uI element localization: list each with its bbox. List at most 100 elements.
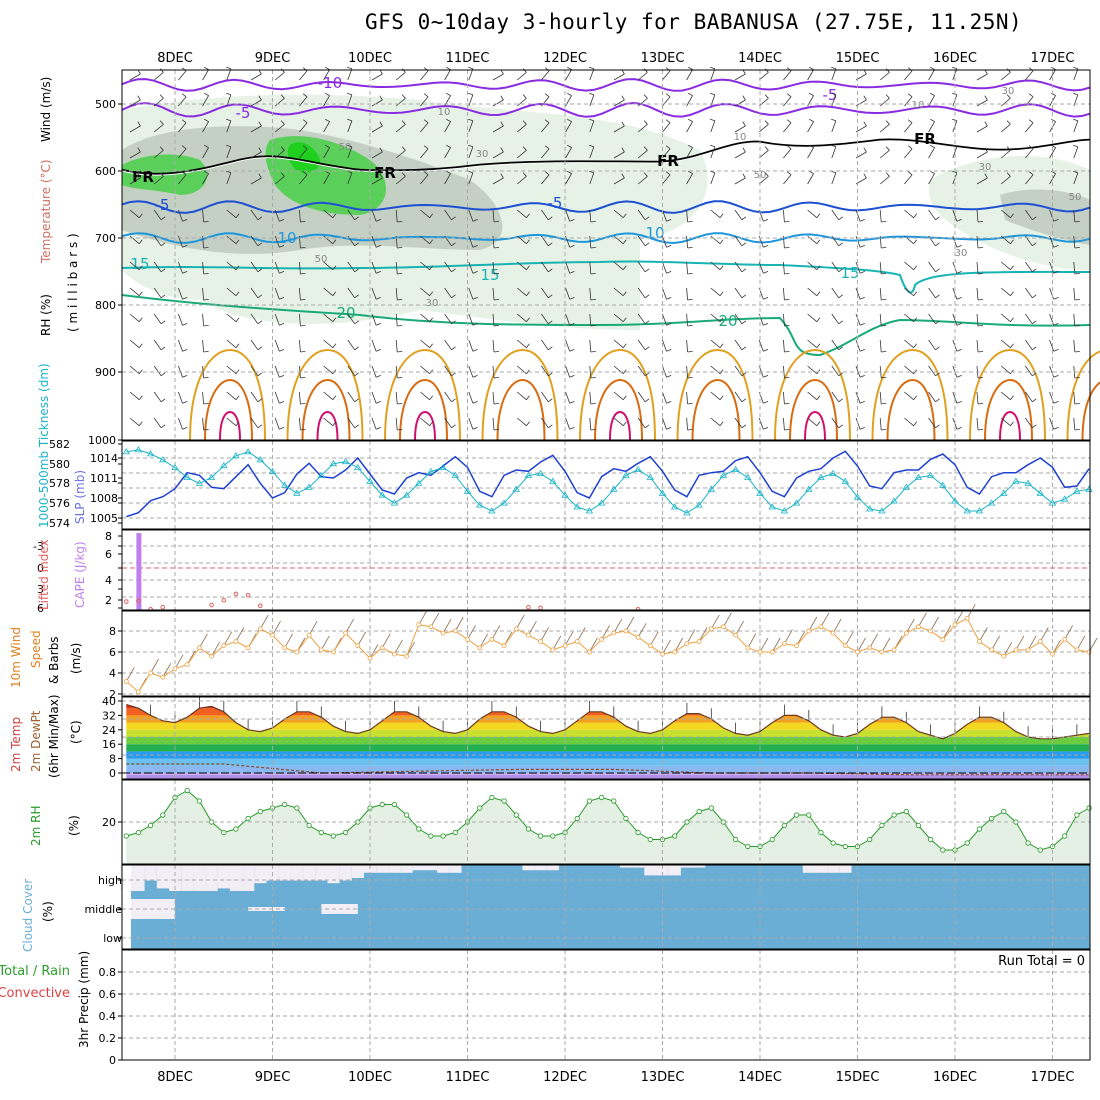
wind-barb-flag	[204, 66, 209, 70]
wind-barb-flag	[984, 121, 988, 127]
wind-barb-flag	[907, 145, 913, 150]
wind-barb	[202, 417, 204, 431]
temp-contour-40-loop	[219, 410, 241, 441]
wind-barb	[1025, 365, 1033, 377]
temp2m-series	[126, 697, 1090, 776]
wind-barb-flag	[838, 268, 843, 273]
wind-barb	[541, 174, 550, 185]
rh2m-point	[988, 815, 995, 822]
wind10m-barb	[832, 618, 842, 634]
wind-barb-flag	[1010, 265, 1014, 270]
precip-panel: 0.80.60.40.20 Run Total = 0 Total / Rain…	[0, 949, 1091, 1067]
wind-barb-flag	[332, 213, 337, 218]
thickness-point	[622, 471, 630, 478]
wind-barb	[879, 313, 882, 327]
wind-barb-flag	[881, 325, 887, 327]
wind-barb	[178, 391, 183, 404]
wind-barb-flag	[302, 145, 308, 150]
wind-barb	[662, 261, 667, 274]
wind-barb	[734, 287, 743, 299]
wind-barb-flag	[472, 271, 478, 274]
wind-barb-flag	[472, 323, 478, 326]
rh2m-point	[537, 833, 544, 839]
wind-barb-flag	[665, 145, 671, 150]
top-date-label: 12DEC	[543, 51, 587, 66]
wind-barb-flag	[375, 427, 381, 430]
wind-barb	[371, 391, 377, 404]
wind-barb	[226, 172, 232, 185]
rh-contour-label: 10	[912, 100, 925, 111]
rh2m-point	[452, 829, 458, 836]
wind-barb-flag	[258, 173, 262, 179]
wind-barb	[468, 68, 474, 81]
wind-barb-flag	[375, 375, 381, 378]
wind-barb-flag	[493, 403, 500, 405]
wind-barb-flag	[493, 273, 500, 275]
wind-barb-flag	[665, 93, 671, 98]
wind-barb	[395, 97, 406, 107]
wind-barb	[347, 339, 356, 351]
wind-barb	[686, 69, 693, 81]
wind-barb-flag	[622, 213, 627, 218]
millibars-axis-label: ( m i l l i b a r s )	[66, 233, 80, 332]
wind10m-barb	[723, 612, 732, 627]
temp-contour-30-loop	[871, 348, 949, 441]
wind-barb-flag	[907, 171, 913, 176]
wind-barb	[444, 173, 451, 185]
thickness-point	[427, 467, 435, 474]
wind-barb	[129, 287, 140, 297]
wind-barb	[1025, 287, 1033, 299]
wind10m-point	[964, 616, 970, 621]
wind-barb-flag	[354, 216, 359, 221]
wind-barb-flag	[325, 118, 330, 122]
wind-barb	[928, 121, 935, 133]
thickness-point	[451, 471, 460, 478]
wind-barb	[1073, 313, 1076, 327]
rh2m-point	[123, 833, 129, 839]
wind-barb-flag	[1074, 351, 1080, 353]
wind-barb-flag	[500, 121, 504, 127]
wind-barb-flag	[354, 424, 359, 429]
wind-barb-flag	[913, 213, 918, 218]
y-tick-label: 1014	[90, 452, 118, 465]
wind-barb-flag	[203, 325, 209, 327]
wind-barb-flag	[429, 239, 434, 244]
wind10m-point	[721, 624, 726, 630]
wind-barb-flag	[332, 343, 337, 348]
wind-barb	[807, 339, 818, 349]
wind-barb-flag	[203, 299, 209, 301]
wind-barb	[904, 391, 914, 401]
high-cloud-gap	[668, 865, 681, 876]
wind-barb-flag	[863, 147, 867, 153]
wind-barb	[928, 261, 936, 273]
wind-barb	[589, 235, 592, 249]
rh2m-point	[160, 812, 166, 818]
wind-barb-flag	[763, 271, 769, 274]
wind-barb-flag	[816, 213, 821, 218]
wind10m-point	[635, 634, 641, 640]
wind-barb-flag	[500, 95, 504, 101]
wind-barb	[637, 209, 646, 221]
wind-barb	[444, 121, 451, 133]
wind-barb	[662, 417, 667, 430]
wind10m-barb	[272, 621, 281, 636]
wind-barb-flag	[784, 325, 790, 327]
high-cloud-gap	[351, 865, 364, 878]
wind-barb-flag	[235, 421, 240, 426]
pressure-series	[122, 446, 1093, 518]
wind-barb-flag	[816, 343, 821, 348]
wind-barb-flag	[763, 375, 769, 378]
wind-barb-flag	[622, 421, 627, 426]
wind-barb-flag	[548, 372, 553, 377]
wind10m-barb	[601, 625, 610, 640]
wind10m-point	[842, 643, 848, 649]
wind-barb-flag	[302, 119, 308, 124]
wind10m-point	[160, 674, 166, 680]
thickness-point	[159, 456, 167, 463]
wind-barb-flag	[831, 66, 837, 70]
lifted-index-point	[136, 598, 141, 604]
wind-barb-flag	[569, 245, 575, 248]
wind-barb	[686, 121, 693, 133]
wind-barb-flag	[719, 369, 724, 374]
wind10m-point	[806, 628, 812, 634]
